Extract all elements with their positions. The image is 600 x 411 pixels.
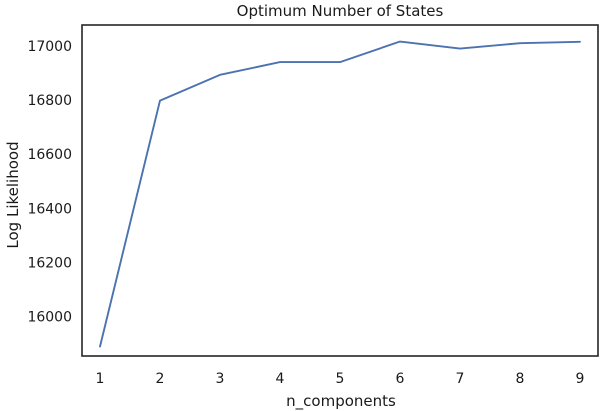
- data-point: [339, 61, 341, 63]
- series-line: [99, 40, 581, 348]
- y-tick-label: 17000: [27, 39, 72, 55]
- x-tick-label: 5: [336, 371, 345, 387]
- y-tick-label: 16600: [27, 147, 72, 163]
- x-tick-label: 6: [396, 371, 405, 387]
- plot-frame: [81, 24, 599, 357]
- data-point: [219, 74, 221, 76]
- y-tick-label: 16000: [27, 310, 72, 326]
- x-tick-label: 2: [156, 371, 165, 387]
- plot-area: 1 2 3 4 5 6 7 8 9 16000 16200 16400 16600 16800 17000: [27, 24, 599, 387]
- data-point: [399, 41, 401, 43]
- data-point: [579, 41, 581, 43]
- y-axis-label: Log Likelihood: [4, 141, 22, 248]
- x-axis-label: n_components: [286, 392, 396, 411]
- y-tick-label: 16800: [27, 93, 72, 109]
- x-tick-label: 4: [276, 371, 285, 387]
- chart-title: Optimum Number of States: [237, 2, 444, 20]
- data-point: [99, 346, 101, 348]
- data-point: [459, 48, 461, 50]
- data-point: [279, 61, 281, 63]
- y-tick-label: 16400: [27, 201, 72, 217]
- x-tick-label: 9: [576, 371, 585, 387]
- x-tick-label: 3: [216, 371, 225, 387]
- x-tick-label: 8: [516, 371, 525, 387]
- data-point: [519, 42, 521, 44]
- data-point: [159, 100, 161, 102]
- x-tick-label: 1: [96, 371, 105, 387]
- y-tick-label: 16200: [27, 256, 72, 272]
- x-tick-label: 7: [456, 371, 465, 387]
